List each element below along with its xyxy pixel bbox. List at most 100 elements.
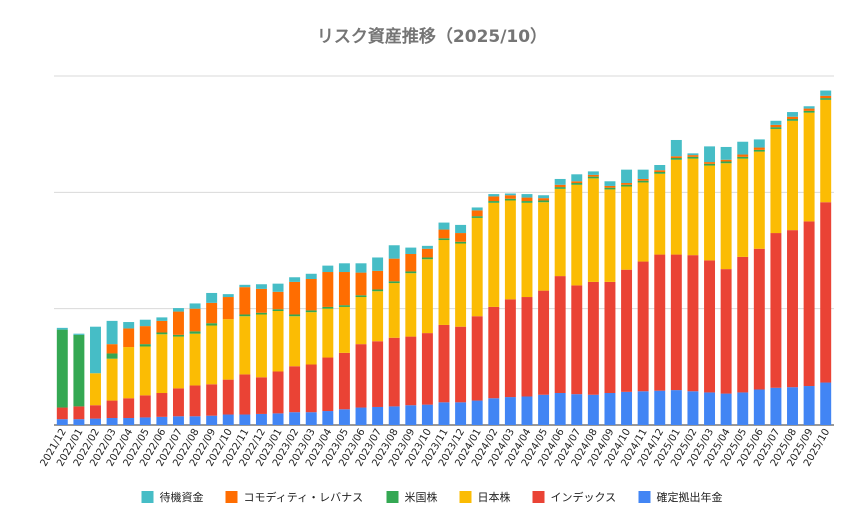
bar-segment-1-35 — [637, 261, 649, 392]
bar-segment-0-36 — [654, 390, 666, 425]
bar-segment-4-12 — [255, 288, 267, 313]
bar-segment-4-5 — [139, 326, 151, 345]
bar-segment-1-42 — [753, 248, 765, 390]
bar-segment-1-29 — [538, 290, 550, 395]
bar-segment-1-7 — [172, 388, 184, 417]
bar-segment-5-21 — [405, 247, 417, 254]
bar-segment-1-13 — [272, 371, 284, 414]
bar-segment-2-22 — [421, 259, 433, 334]
bar-segment-3-29 — [538, 200, 550, 203]
bar-segment-4-26 — [488, 196, 500, 202]
bar-segment-0-46 — [820, 382, 832, 425]
bar-segment-0-38 — [687, 391, 699, 425]
bar-segment-4-38 — [687, 155, 699, 157]
bar-segment-5-15 — [305, 273, 317, 280]
bar-stack-2021/12 — [56, 327, 68, 425]
bar-segment-1-17 — [338, 352, 350, 410]
bar-segment-1-32 — [587, 281, 599, 395]
bar-segment-4-24 — [455, 233, 467, 242]
legend-swatch — [141, 491, 154, 503]
bar-stack-2024/01 — [471, 207, 483, 425]
bar-segment-4-30 — [554, 184, 566, 188]
bar-segment-4-41 — [737, 154, 749, 157]
bar-segment-4-6 — [156, 320, 168, 333]
bar-segment-2-26 — [488, 202, 500, 307]
bar-segment-5-34 — [621, 169, 633, 184]
bar-segment-2-5 — [139, 346, 151, 396]
bar-segment-5-23 — [438, 222, 450, 230]
bar-segment-5-14 — [289, 277, 301, 282]
bar-segment-5-28 — [521, 194, 533, 198]
bar-segment-0-20 — [388, 406, 400, 425]
bar-segment-4-15 — [305, 279, 317, 311]
bar-segment-3-25 — [471, 216, 483, 218]
bar-segment-1-10 — [222, 379, 234, 415]
bar-segment-3-7 — [172, 334, 184, 337]
bar-segment-2-41 — [737, 158, 749, 257]
bar-segment-3-40 — [720, 161, 732, 164]
bar-segment-2-10 — [222, 319, 234, 380]
bar-segment-4-4 — [123, 328, 135, 348]
bar-stack-2025/02 — [687, 153, 699, 425]
bar-segment-4-32 — [587, 174, 599, 177]
bar-segment-1-43 — [770, 233, 782, 388]
bar-segment-3-5 — [139, 344, 151, 347]
bar-segment-0-5 — [139, 417, 151, 425]
bar-segment-5-20 — [388, 245, 400, 259]
bar-segment-0-43 — [770, 387, 782, 425]
bar-segment-3-14 — [289, 314, 301, 317]
bar-segment-5-46 — [820, 90, 832, 96]
bar-segment-5-7 — [172, 308, 184, 312]
bar-segment-0-21 — [405, 405, 417, 425]
bar-segment-3-15 — [305, 310, 317, 313]
bar-segment-2-16 — [322, 308, 334, 358]
bar-stack-2025/10 — [820, 90, 832, 425]
bar-segment-1-22 — [421, 333, 433, 405]
bar-segment-4-18 — [355, 272, 367, 296]
bar-segment-3-33 — [604, 187, 616, 190]
bar-segment-3-31 — [571, 183, 583, 185]
bar-segment-1-1 — [73, 406, 85, 420]
bar-segment-0-40 — [720, 393, 732, 425]
bar-segment-2-31 — [571, 184, 583, 286]
bar-stack-2024/09 — [604, 181, 616, 425]
bar-segment-5-31 — [571, 174, 583, 182]
bar-segment-1-8 — [189, 385, 201, 417]
bar-stack-2025/09 — [803, 106, 815, 425]
bar-stack-2022/02 — [90, 326, 101, 425]
bar-segment-5-32 — [587, 171, 599, 175]
legend-swatch — [386, 491, 399, 503]
bar-segment-4-35 — [637, 178, 649, 181]
bar-segment-1-45 — [803, 221, 815, 387]
bar-segment-4-36 — [654, 170, 666, 172]
bar-segment-0-44 — [787, 387, 798, 425]
bar-segment-3-21 — [405, 271, 417, 274]
bar-segment-2-34 — [621, 186, 633, 270]
bar-stack-2024/03 — [504, 193, 516, 425]
bar-segment-5-36 — [654, 165, 666, 171]
bar-segment-4-16 — [322, 272, 334, 307]
bar-segment-1-26 — [488, 306, 500, 399]
bar-segment-0-31 — [571, 394, 583, 425]
bar-segment-4-44 — [787, 116, 798, 120]
bar-stack-2023/05 — [338, 263, 350, 425]
bar-segment-3-8 — [189, 331, 201, 334]
bar-segment-1-21 — [405, 336, 417, 406]
bar-segment-5-9 — [206, 292, 218, 303]
bar-stack-2025/08 — [787, 112, 798, 425]
bar-segment-2-17 — [338, 306, 350, 353]
legend-swatch — [459, 491, 472, 503]
bar-segment-5-26 — [488, 194, 500, 197]
bar-segment-3-39 — [704, 163, 716, 166]
bar-segment-5-19 — [372, 257, 384, 271]
bar-segment-0-2 — [90, 418, 101, 425]
bar-segment-0-10 — [222, 414, 234, 425]
bar-segment-1-41 — [737, 256, 749, 393]
bar-stack-2023/11 — [438, 222, 450, 425]
bar-segment-0-12 — [255, 413, 267, 425]
bar-stack-2025/04 — [720, 146, 732, 425]
bar-segment-5-43 — [770, 120, 782, 125]
bar-marks — [56, 90, 832, 425]
legend-swatch — [532, 491, 545, 503]
bar-segment-5-6 — [156, 317, 168, 321]
